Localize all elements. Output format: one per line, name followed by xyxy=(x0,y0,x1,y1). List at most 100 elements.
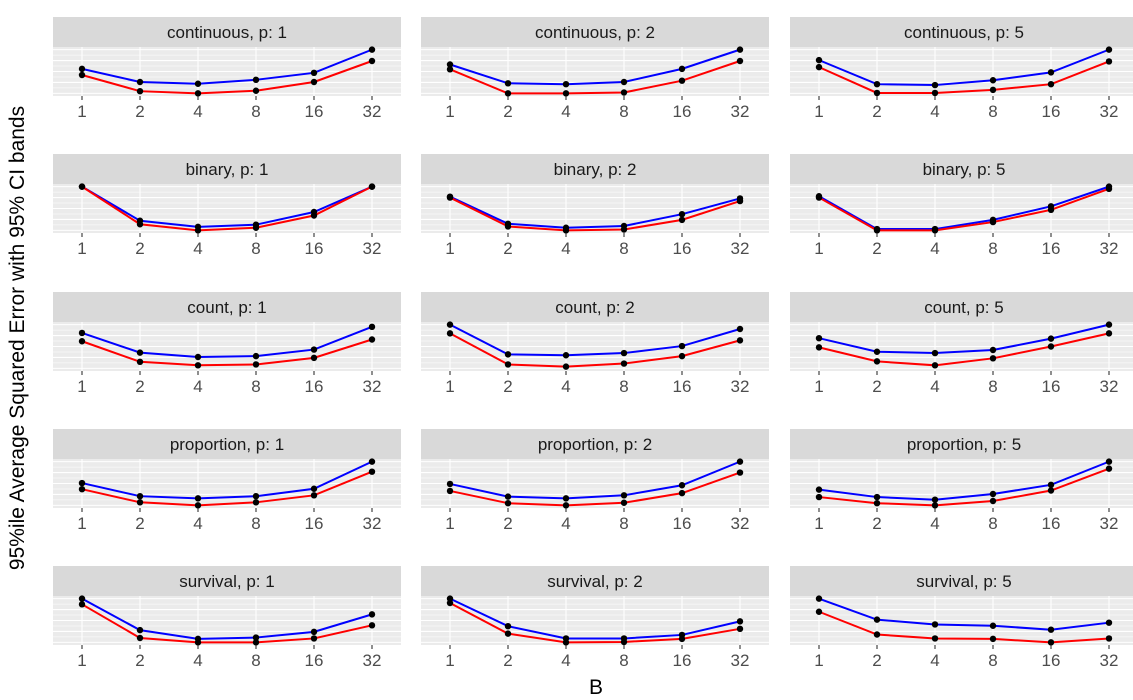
x-tick-label: 32 xyxy=(1100,651,1119,670)
data-point xyxy=(1105,58,1113,65)
data-point xyxy=(1047,80,1055,88)
x-tick-label: 4 xyxy=(930,102,939,121)
data-point xyxy=(989,497,997,505)
data-point xyxy=(504,223,512,230)
data-point xyxy=(678,65,686,73)
data-point xyxy=(446,66,454,73)
data-point xyxy=(678,77,686,84)
data-point xyxy=(989,86,997,94)
series-line xyxy=(818,187,1110,232)
facet-panel: binary, p: 2 1 2 4 8 16 32 xyxy=(421,154,769,258)
data-point xyxy=(620,226,628,233)
x-tick-label: 8 xyxy=(251,102,260,121)
data-point xyxy=(194,362,202,369)
data-point xyxy=(873,358,881,365)
data-point xyxy=(873,493,881,501)
series-line xyxy=(449,60,741,95)
data-point xyxy=(1105,635,1113,642)
facet-title: continuous, p: 1 xyxy=(167,23,287,42)
data-point xyxy=(446,321,454,328)
data-point xyxy=(1047,481,1055,489)
facet-panel: proportion, p: 1 1 2 4 8 16 32 xyxy=(53,429,401,533)
x-tick-label: 2 xyxy=(503,239,512,258)
data-point xyxy=(194,502,202,509)
x-tick-label: 1 xyxy=(445,102,454,121)
data-point xyxy=(194,639,202,646)
data-point xyxy=(873,227,881,234)
y-axis-title: 95%ile Average Squared Error with 95% CI… xyxy=(6,106,29,570)
data-point xyxy=(1105,185,1113,193)
x-tick-label: 8 xyxy=(619,377,628,396)
x-tick-label: 32 xyxy=(1100,102,1119,121)
data-point xyxy=(1047,626,1055,633)
x-tick-label: 8 xyxy=(619,651,628,670)
series-line xyxy=(818,185,1110,231)
facet-panel: continuous, p: 1 1 2 4 8 16 32 xyxy=(53,17,401,121)
x-tick-label: 2 xyxy=(503,377,512,396)
data-point xyxy=(931,635,939,642)
series-line xyxy=(449,323,741,357)
facet-strip xyxy=(421,429,769,459)
facet-panel: survival, p: 5 1 2 4 8 16 32 xyxy=(790,566,1133,670)
data-point xyxy=(136,492,144,500)
data-point xyxy=(678,482,686,489)
data-point xyxy=(736,325,744,333)
data-point xyxy=(562,90,570,97)
series-line xyxy=(81,325,373,359)
data-point xyxy=(562,502,570,509)
data-point xyxy=(815,56,823,64)
x-tick-label: 32 xyxy=(731,102,750,121)
x-tick-label: 2 xyxy=(872,514,881,533)
data-point xyxy=(1047,487,1055,494)
facet-title: proportion, p: 1 xyxy=(170,435,284,454)
data-point xyxy=(194,80,202,87)
data-point xyxy=(931,362,939,369)
x-tick-label: 8 xyxy=(988,239,997,258)
x-tick-label: 8 xyxy=(251,377,260,396)
data-point xyxy=(310,354,318,362)
x-tick-label: 4 xyxy=(193,651,202,670)
data-point xyxy=(873,499,881,507)
data-point xyxy=(678,489,686,497)
data-point xyxy=(562,352,570,359)
facet-strip xyxy=(53,292,401,322)
x-tick-label: 2 xyxy=(872,377,881,396)
data-point xyxy=(368,468,376,475)
x-tick-label: 1 xyxy=(445,651,454,670)
data-point xyxy=(620,360,628,367)
series-line xyxy=(818,323,1110,355)
data-point xyxy=(504,361,512,368)
data-point xyxy=(136,358,144,366)
data-point xyxy=(310,346,318,353)
facet-strip xyxy=(790,429,1133,459)
series-line xyxy=(449,471,741,507)
x-tick-label: 16 xyxy=(1042,239,1061,258)
series-line xyxy=(81,603,373,644)
data-point xyxy=(310,69,318,77)
x-tick-label: 1 xyxy=(445,377,454,396)
data-point xyxy=(736,618,744,625)
x-tick-label: 32 xyxy=(731,377,750,396)
data-point xyxy=(1047,206,1055,214)
facet-title: continuous, p: 5 xyxy=(904,23,1024,42)
data-point xyxy=(252,361,260,368)
x-tick-label: 16 xyxy=(305,514,324,533)
x-tick-label: 4 xyxy=(561,239,570,258)
data-point xyxy=(446,599,454,607)
x-tick-label: 2 xyxy=(135,651,144,670)
series-line xyxy=(449,332,741,368)
series-line xyxy=(81,185,373,228)
x-tick-label: 2 xyxy=(135,102,144,121)
data-point xyxy=(136,626,144,634)
x-tick-label: 2 xyxy=(503,102,512,121)
x-tick-label: 1 xyxy=(445,514,454,533)
series-line xyxy=(818,597,1110,631)
data-point xyxy=(252,352,260,360)
data-point xyxy=(78,338,86,345)
x-tick-label: 2 xyxy=(503,514,512,533)
x-tick-label: 16 xyxy=(673,651,692,670)
data-point xyxy=(78,71,86,79)
x-tick-label: 32 xyxy=(731,514,750,533)
data-point xyxy=(1105,465,1113,472)
data-point xyxy=(368,46,376,53)
